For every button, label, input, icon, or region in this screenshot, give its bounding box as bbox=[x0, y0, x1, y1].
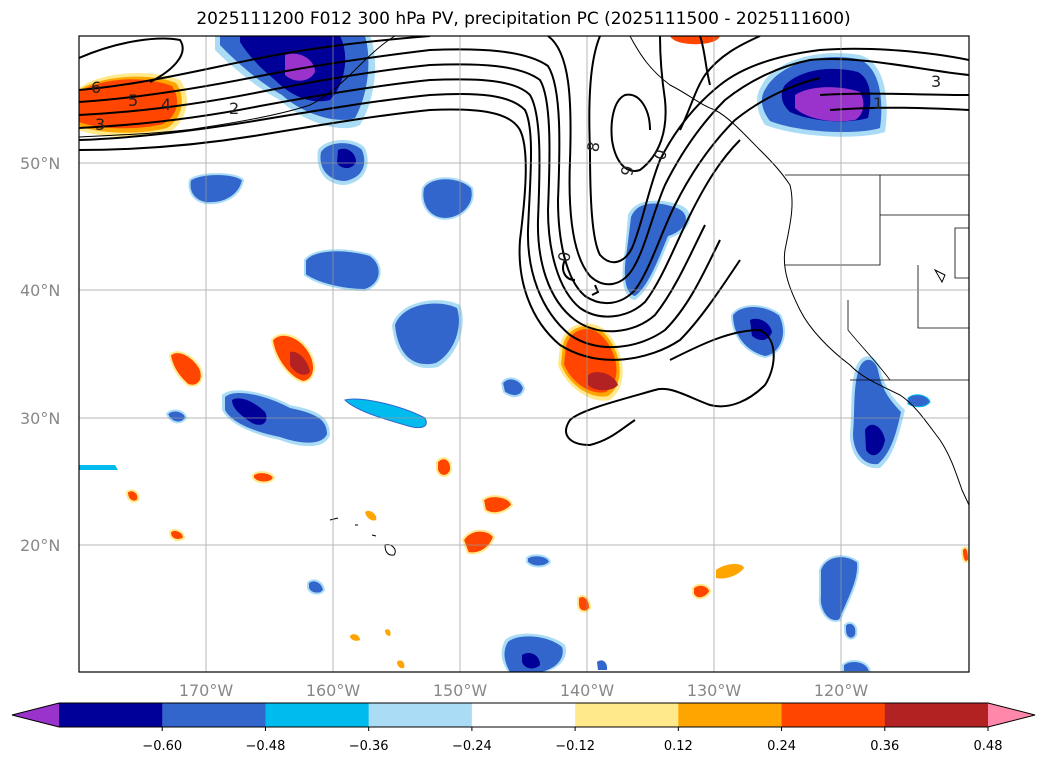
contour-label: 6 bbox=[91, 78, 101, 97]
positive-blob bbox=[716, 564, 744, 579]
colorbar-segment bbox=[781, 703, 886, 727]
lon-label: 150°W bbox=[433, 681, 488, 700]
negative-blob bbox=[304, 249, 381, 292]
longitude-labels: 170°W 160°W 150°W 140°W 130°W 120°W bbox=[179, 681, 869, 700]
positive-blob bbox=[481, 495, 514, 515]
lon-label: 160°W bbox=[306, 681, 361, 700]
colorbar-outline bbox=[11, 702, 1036, 728]
lon-label: 120°W bbox=[814, 681, 869, 700]
pv-contours bbox=[79, 36, 969, 447]
map-title: 2025111200 F012 300 hPa PV, precipitatio… bbox=[196, 9, 851, 29]
positive-blob bbox=[350, 634, 360, 641]
negative-blob bbox=[188, 173, 245, 205]
gridlines bbox=[79, 36, 969, 672]
lon-label: 140°W bbox=[560, 681, 615, 700]
political-borders bbox=[785, 174, 969, 381]
negative-blob bbox=[307, 579, 326, 595]
lat-label: 40°N bbox=[20, 281, 60, 300]
negative-blob bbox=[501, 633, 566, 672]
map-frame bbox=[78, 35, 970, 673]
latitude-labels: 50°N 40°N 30°N 20°N bbox=[20, 154, 60, 555]
colorbar: −0.60 −0.48 −0.36 −0.24 −0.12 0.12 0.24 0.36 0.4… bbox=[11, 702, 1036, 754]
contour-label: 1 bbox=[873, 94, 883, 113]
colorbar-segment bbox=[471, 703, 576, 727]
negative-blob bbox=[526, 554, 552, 568]
negative-blob bbox=[818, 555, 860, 623]
contour-label: 4 bbox=[161, 95, 171, 114]
colorbar-extend-max bbox=[988, 703, 1035, 727]
positive-blob bbox=[270, 333, 315, 384]
contour-labels: 6 5 4 3 2 3 1 8 9 0 0 bbox=[91, 72, 941, 263]
negative-blob bbox=[79, 465, 118, 470]
positive-blob bbox=[125, 489, 140, 503]
contour-label: 9 bbox=[617, 164, 637, 177]
positive-blob bbox=[692, 583, 712, 600]
positive-blob bbox=[79, 73, 187, 138]
contour-label: 2 bbox=[229, 99, 239, 118]
positive-blob bbox=[960, 546, 969, 563]
positive-blob bbox=[577, 595, 592, 613]
contour-label: 0 bbox=[650, 147, 671, 162]
positive-blob bbox=[385, 629, 391, 636]
contour-label: 8 bbox=[583, 140, 603, 153]
contour-label: 3 bbox=[95, 115, 105, 134]
negative-blob bbox=[317, 139, 368, 185]
negative-blob bbox=[844, 621, 858, 640]
colorbar-segment bbox=[575, 703, 679, 727]
negative-blob bbox=[392, 300, 463, 369]
negative-blob bbox=[850, 356, 905, 469]
colorbar-segment bbox=[368, 703, 473, 727]
colorbar-segment bbox=[265, 703, 370, 727]
positive-blob bbox=[168, 351, 203, 387]
colorbar-tick-label: −0.12 bbox=[555, 739, 595, 754]
negative-blob bbox=[500, 377, 526, 398]
lon-label: 170°W bbox=[179, 681, 234, 700]
lat-label: 20°N bbox=[20, 536, 60, 555]
positive-blob bbox=[436, 457, 453, 477]
contour-label: 0 bbox=[554, 250, 574, 263]
positive-blob bbox=[670, 36, 720, 45]
negative-blob bbox=[344, 398, 427, 429]
colorbar-tick-label: −0.60 bbox=[142, 739, 182, 754]
positive-blob bbox=[461, 529, 496, 555]
coastlines bbox=[79, 36, 969, 556]
positive-blob bbox=[397, 660, 405, 669]
contour-label: 5 bbox=[128, 91, 138, 110]
colorbar-segment bbox=[162, 703, 266, 727]
colorbar-tick-label: −0.36 bbox=[349, 739, 389, 754]
positive-blob bbox=[168, 528, 186, 541]
negative-blob bbox=[597, 660, 608, 670]
colorbar-tick-label: −0.24 bbox=[452, 739, 492, 754]
colorbar-segment bbox=[59, 703, 163, 727]
lon-label: 130°W bbox=[687, 681, 742, 700]
positive-blob bbox=[365, 510, 377, 521]
contour-label: 3 bbox=[931, 72, 941, 91]
colorbar-extend-min bbox=[12, 703, 59, 727]
negative-blob bbox=[842, 659, 872, 672]
positive-blob bbox=[252, 471, 276, 484]
colorbar-tick-label: 0.48 bbox=[974, 739, 1003, 754]
lat-label: 30°N bbox=[20, 409, 60, 428]
colorbar-tick-label: 0.12 bbox=[664, 739, 693, 754]
colorbar-tick-label: 0.36 bbox=[870, 739, 899, 754]
colorbar-tick-label: 0.24 bbox=[767, 739, 796, 754]
colorbar-segment bbox=[678, 703, 783, 727]
positive-blob bbox=[558, 323, 623, 401]
colorbar-segment bbox=[884, 703, 989, 727]
colorbar-tick-label: −0.48 bbox=[246, 739, 286, 754]
lat-label: 50°N bbox=[20, 154, 60, 173]
